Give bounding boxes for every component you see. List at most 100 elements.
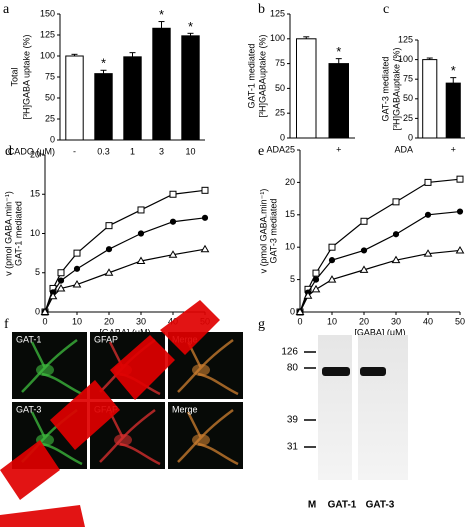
tile-label: Merge [172, 404, 198, 414]
y-tick-label: 25 [285, 144, 295, 154]
y-tick-label: 75 [403, 74, 413, 84]
point [391, 255, 401, 264]
cell-body [114, 434, 132, 446]
y-tick-label: 50 [275, 83, 285, 93]
y-tick-label: 5 [35, 267, 40, 277]
y-tick-label: 20 [30, 149, 40, 159]
overlay-stamp [0, 300, 220, 527]
tile-label: GAT-3 [16, 404, 41, 414]
y-tick-label: 20 [285, 177, 295, 187]
x-axis-label: CADO (μM) [8, 146, 55, 156]
y-tick-label: 50 [403, 93, 413, 103]
point [105, 246, 113, 253]
y-axis-label: Total [9, 67, 19, 86]
y-tick-label: 75 [45, 71, 55, 81]
point [392, 198, 400, 206]
point [56, 283, 66, 292]
panel-label: e [258, 144, 264, 159]
mw-marker: 39 [287, 415, 299, 426]
fit-line [299, 210, 461, 313]
point [455, 245, 465, 254]
annotation: * [188, 19, 193, 34]
y-tick-label: 125 [270, 8, 285, 18]
x-tick-label: 1 [130, 146, 135, 156]
y-tick-label: 0 [280, 132, 285, 142]
point [456, 175, 464, 183]
y-tick-label: 100 [398, 54, 413, 64]
panel-label: a [3, 2, 10, 17]
point [168, 250, 178, 258]
x-tick-label: 10 [185, 146, 195, 156]
point [359, 265, 369, 273]
point [48, 291, 58, 300]
x-axis-label: ADA [394, 144, 413, 154]
y-axis-label: GAT-1 mediated [246, 44, 256, 109]
x-tick-label: 0.3 [97, 146, 110, 156]
tile-label: GAT-1 [16, 334, 41, 344]
y-axis-label: v (pmol GABA.min⁻¹) [258, 189, 268, 274]
x-tick-label: 10 [327, 316, 337, 326]
y-tick-label: 15 [285, 209, 295, 219]
bar [181, 35, 200, 141]
lane-label: M [308, 500, 316, 511]
x-axis-label: [GABA] (μM) [354, 327, 405, 337]
point [73, 265, 81, 272]
bar [445, 82, 461, 139]
point [104, 268, 114, 276]
lane-label: GAT-3 [366, 500, 395, 511]
point [424, 178, 432, 186]
point [201, 186, 209, 194]
point [57, 277, 65, 284]
y-tick-label: 0 [35, 306, 40, 316]
y-tick-label: 25 [45, 113, 55, 123]
point [169, 218, 177, 225]
fit-line [44, 189, 206, 313]
point [201, 214, 209, 221]
blot-gap [352, 335, 358, 480]
point [392, 231, 400, 238]
y-tick-label: 10 [30, 228, 40, 238]
y-axis-label: [³H]GABAuptake (%) [257, 34, 267, 117]
bar [328, 63, 349, 139]
y-axis-label: GAT-3 mediated [268, 199, 278, 264]
x-tick-label: 10 [72, 316, 82, 326]
bar [65, 55, 84, 141]
cell-body [36, 364, 54, 376]
point [327, 275, 337, 283]
point [360, 247, 368, 254]
lane-label: GAT-1 [328, 500, 357, 511]
point [312, 276, 320, 283]
y-tick-label: 0 [290, 306, 295, 316]
x-tick-label: 50 [455, 316, 465, 326]
point [137, 230, 145, 237]
mw-marker: 31 [287, 442, 299, 453]
blot-band [322, 367, 350, 376]
point [57, 269, 65, 277]
bar [422, 59, 438, 139]
y-axis-label: [³H]GABA uptake (%) [21, 34, 31, 119]
y-tick-label: 15 [30, 189, 40, 199]
point [73, 249, 81, 257]
point [424, 211, 432, 218]
y-axis-label: v (pmol GABA.min⁻¹) [3, 191, 13, 276]
annotation: * [101, 56, 106, 71]
y-tick-label: 50 [45, 92, 55, 102]
panel-label: g [258, 317, 265, 332]
x-tick-label: 30 [391, 316, 401, 326]
bar [94, 73, 113, 141]
point [295, 307, 305, 315]
y-tick-label: 25 [275, 108, 285, 118]
bar [296, 38, 317, 139]
y-tick-label: 100 [270, 33, 285, 43]
panel-label: d [5, 144, 12, 159]
point [312, 269, 320, 277]
point [105, 222, 113, 230]
bar [123, 56, 142, 141]
point [72, 280, 82, 288]
x-tick-label: + [336, 144, 341, 154]
point [136, 256, 146, 264]
x-tick-label: 20 [104, 316, 114, 326]
point [328, 243, 336, 251]
mw-marker: 126 [281, 347, 298, 358]
